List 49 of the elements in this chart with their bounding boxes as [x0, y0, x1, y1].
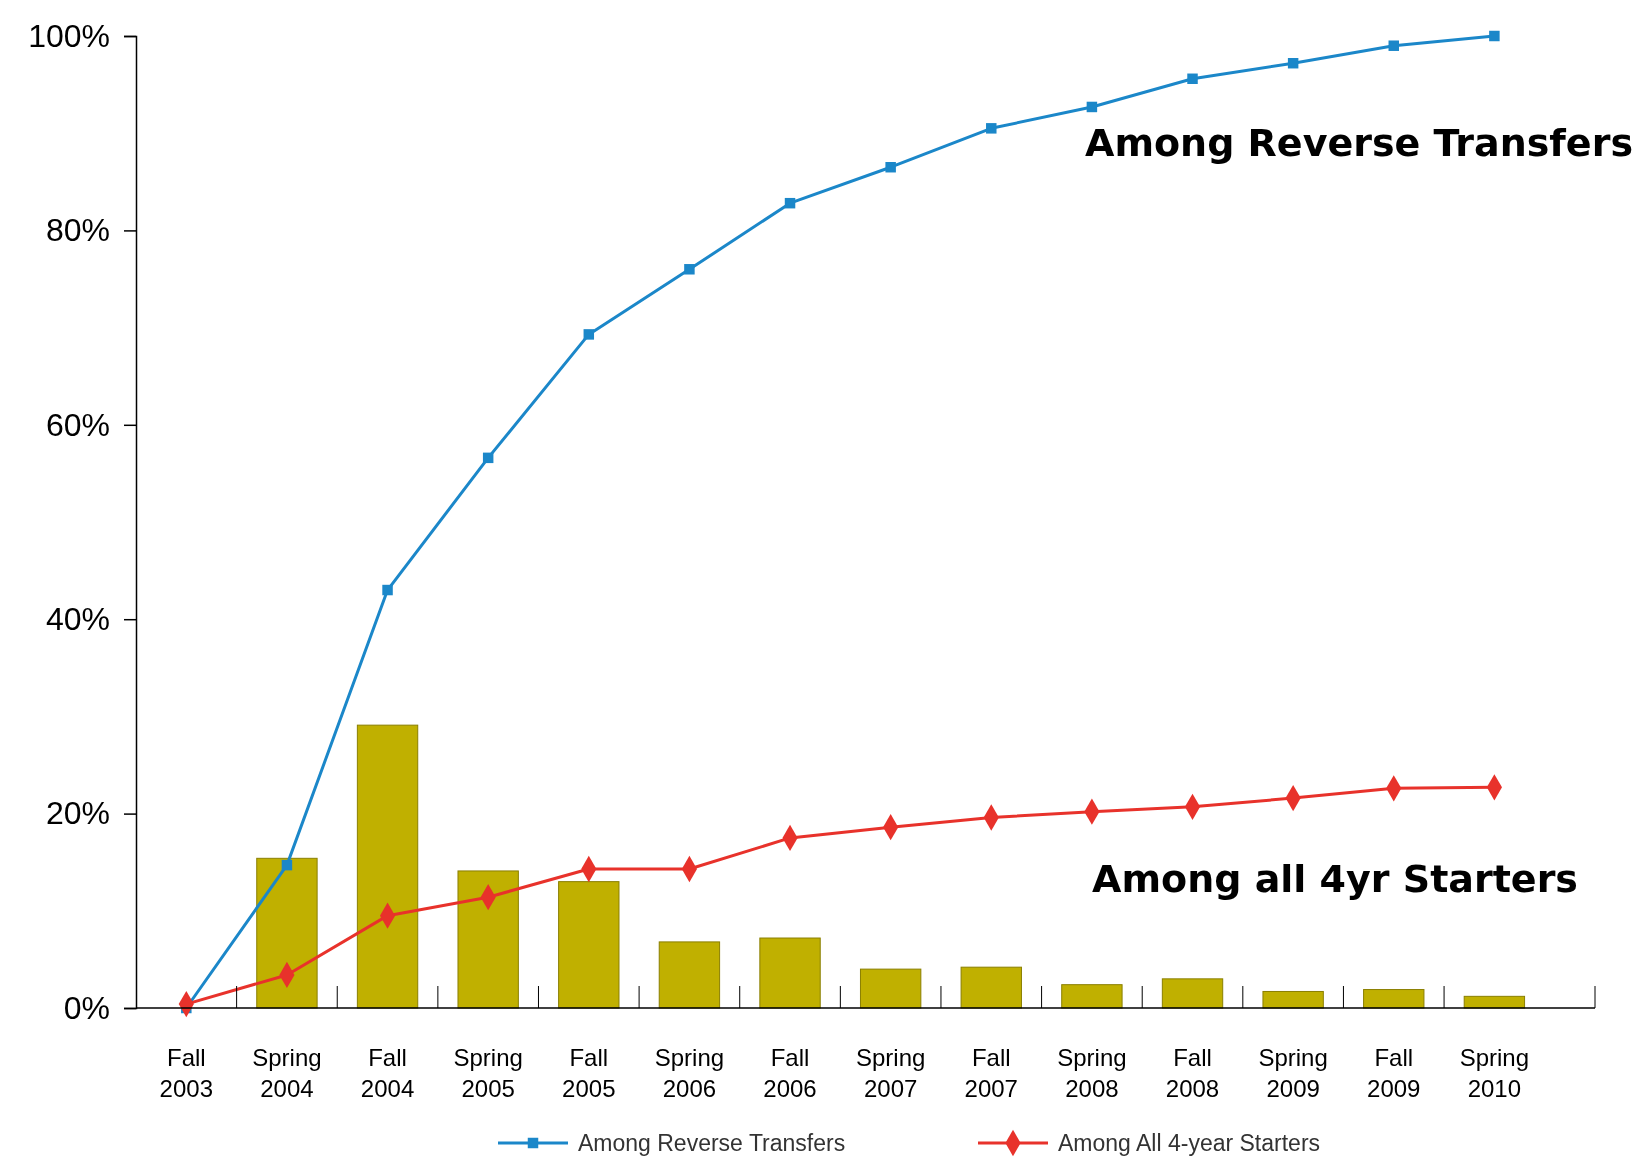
x-tick-label: Fall 2004 [360, 1044, 415, 1102]
point [1187, 73, 1198, 85]
point [1287, 57, 1299, 69]
x-tick-label: Fall 2003 [159, 1044, 214, 1102]
point [784, 197, 796, 209]
y-tick-label: 20% [45, 795, 110, 832]
x-tick-label: Fall 2005 [562, 1044, 616, 1102]
point [281, 859, 293, 871]
point [1388, 40, 1399, 51]
x-tick-label: Spring 2007 [855, 1044, 926, 1102]
x-tick-label: Spring 2004 [252, 1044, 322, 1102]
annotation: Among Reverse Transfers [1085, 121, 1633, 165]
legend-label: Among All 4-year Starters [1058, 1130, 1321, 1157]
annotation: Among all 4yr Starters [1092, 857, 1578, 901]
bar [1161, 978, 1224, 1009]
x-tick-label: Spring 2008 [1057, 1044, 1127, 1102]
point [885, 161, 896, 173]
point [382, 584, 393, 596]
x-tick-label: Fall 2009 [1367, 1044, 1421, 1102]
bar [1262, 990, 1324, 1009]
bar [457, 870, 519, 1009]
point [482, 452, 494, 464]
y-tick-label: 60% [45, 406, 110, 443]
x-tick-label: Fall 2006 [763, 1044, 817, 1102]
point [583, 329, 595, 340]
x-tick-label: Fall 2007 [964, 1044, 1018, 1102]
bar [658, 941, 721, 1009]
bar [558, 881, 620, 1009]
x-tick-label: Spring 2006 [654, 1044, 725, 1102]
point [1489, 30, 1500, 42]
legend-label: Among Reverse Transfers [578, 1130, 846, 1157]
bar [1061, 984, 1123, 1009]
x-tick-label: Spring 2005 [453, 1044, 523, 1102]
y-tick-label: 0% [63, 989, 110, 1026]
point [1086, 101, 1098, 113]
bar [1363, 989, 1425, 1009]
point [684, 264, 695, 275]
bar [356, 724, 419, 1009]
bar [759, 937, 821, 1009]
point [986, 123, 997, 134]
x-tick-label: Fall 2008 [1165, 1044, 1220, 1102]
bar [960, 966, 1022, 1009]
x-tick-label: Spring 2010 [1459, 1044, 1530, 1102]
x-tick-label: Spring 2009 [1258, 1044, 1328, 1102]
bar [859, 968, 922, 1009]
bar [256, 857, 318, 1009]
y-tick-label: 80% [45, 212, 110, 249]
y-tick-label: 100% [28, 17, 110, 54]
y-tick-label: 40% [45, 600, 110, 637]
